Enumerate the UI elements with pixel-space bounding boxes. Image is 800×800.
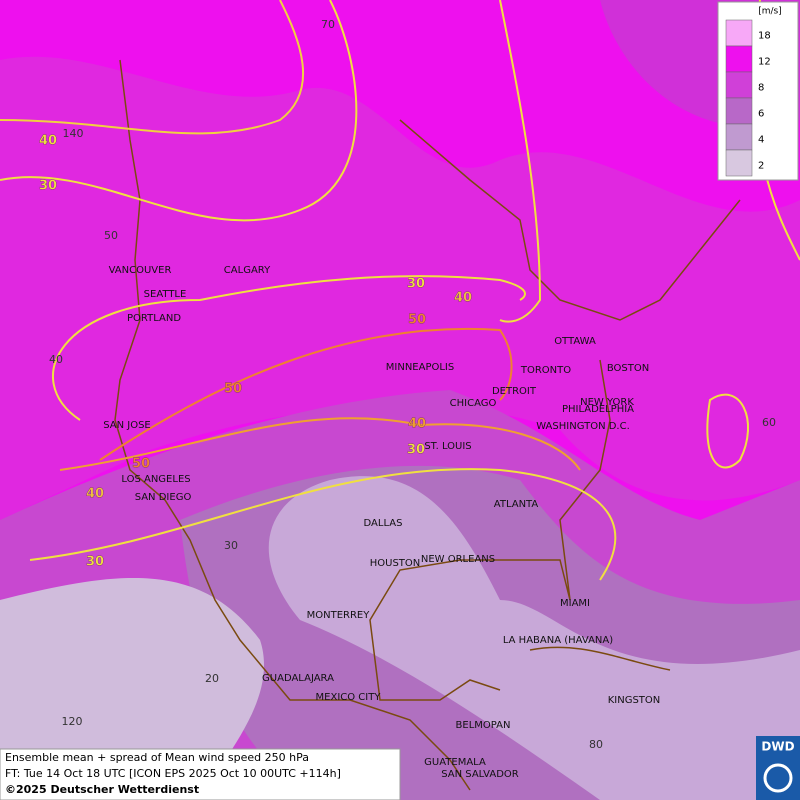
city-label: LA HABANA (HAVANA)	[503, 635, 613, 646]
logo-text: DWD	[761, 740, 794, 754]
legend-swatch	[725, 45, 753, 73]
coastline	[114, 59, 471, 791]
city-label: HOUSTON	[370, 558, 421, 569]
city-label: WASHINGTON D.C.	[536, 421, 630, 432]
contour-line	[0, 0, 358, 222]
caption-line: FT: Tue 14 Oct 18 UTC [ICON EPS 2025 Oct…	[5, 767, 341, 780]
field-region	[268, 476, 800, 800]
graticule-label: 120	[62, 715, 83, 728]
city-label: DALLAS	[364, 518, 403, 529]
city-label: SAN JOSE	[103, 420, 151, 431]
city-label: MIAMI	[560, 598, 590, 609]
city-label: SAN DIEGO	[135, 492, 192, 503]
city-label: VANCOUVER	[109, 265, 172, 276]
legend-swatch	[725, 123, 753, 151]
contour-label: 40	[408, 417, 426, 432]
legend-label: 6	[758, 109, 764, 120]
city-label: DETROIT	[492, 386, 537, 397]
legend-label: 2	[758, 161, 764, 172]
city-label: NEW YORK	[580, 397, 634, 408]
legend-swatch	[725, 71, 753, 99]
city-label: BOSTON	[607, 363, 649, 374]
contour-label: 30	[407, 277, 425, 292]
caption-box	[0, 748, 401, 800]
contour-label: 30	[86, 555, 104, 570]
city-label: BELMOPAN	[456, 720, 511, 731]
field-region	[0, 56, 800, 521]
city-label: GUADALAJARA	[262, 673, 334, 684]
contour-label: 30	[407, 443, 425, 458]
city-label: OTTAWA	[554, 336, 596, 347]
contour-label: 50	[224, 382, 242, 397]
graticule-label: 40	[49, 353, 63, 366]
legend-swatch	[725, 19, 753, 47]
graticule-label: 50	[104, 229, 118, 242]
legend-label: 8	[758, 83, 764, 94]
caption-line: Ensemble mean + spread of Mean wind spee…	[5, 751, 309, 764]
graticule-label: 60	[762, 416, 776, 429]
city-label: CHICAGO	[450, 398, 497, 409]
caption-line: ©2025 Deutscher Wetterdienst	[5, 783, 199, 796]
city-label: KINGSTON	[608, 695, 661, 706]
legend-swatch	[725, 149, 753, 177]
contour-label: 40	[39, 134, 57, 149]
contour-line	[59, 417, 581, 471]
city-label: CALGARY	[224, 265, 271, 276]
graticule-label: 70	[321, 18, 335, 31]
city-label: MONTERREY	[307, 610, 371, 621]
contour-line	[706, 393, 749, 469]
contour-line	[29, 468, 617, 581]
contour-line	[0, 0, 304, 135]
city-label: PORTLAND	[127, 313, 181, 324]
coastline	[369, 359, 611, 701]
city-label: ST. LOUIS	[424, 441, 471, 452]
city-label: SEATTLE	[144, 289, 187, 300]
logo-box	[756, 736, 800, 800]
legend-label: 18	[758, 31, 771, 42]
coastline	[399, 119, 741, 321]
coastline	[529, 646, 671, 671]
city-label: ATLANTA	[494, 499, 539, 510]
contour-line	[499, 0, 542, 323]
contour-label: 30	[39, 179, 57, 194]
contour-line	[99, 328, 513, 461]
contour-label: 40	[86, 487, 104, 502]
contour-label: 50	[132, 457, 150, 472]
city-label: MINNEAPOLIS	[386, 362, 454, 373]
contour-label: 40	[454, 291, 472, 306]
coastlines	[114, 59, 741, 791]
city-label: PHILADELPHIA	[562, 404, 634, 415]
contour-label: 50	[408, 313, 426, 328]
city-label: LOS ANGELES	[121, 474, 190, 485]
legend-swatch	[725, 97, 753, 125]
graticule-label: 20	[205, 672, 219, 685]
graticule-label: 140	[63, 127, 84, 140]
logo-swirl	[763, 763, 793, 793]
city-label: MEXICO CITY	[316, 692, 382, 703]
graticule-label: 30	[224, 539, 238, 552]
legend-label: 4	[758, 135, 764, 146]
field-region	[0, 577, 265, 800]
graticule-label: 80	[589, 738, 603, 751]
city-label: GUATEMALA	[424, 757, 486, 768]
city-label: TORONTO	[520, 365, 571, 376]
contour-line	[52, 275, 526, 421]
legend-label: 12	[758, 57, 771, 68]
city-label: NEW ORLEANS	[421, 554, 495, 565]
city-label: SAN SALVADOR	[441, 769, 518, 780]
legend-unit: [m/s]	[758, 7, 782, 17]
